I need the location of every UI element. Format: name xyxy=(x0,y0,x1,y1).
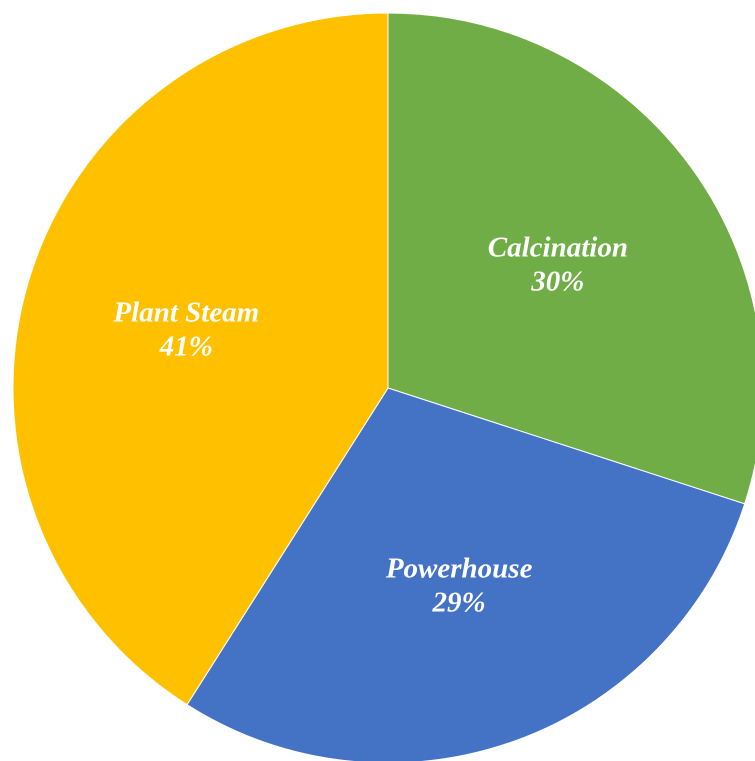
pie-slice-powerhouse xyxy=(186,387,746,761)
slice-value-plant-steam: 41% xyxy=(159,330,213,362)
slice-value-calcination: 30% xyxy=(530,266,584,298)
slice-value-powerhouse: 29% xyxy=(432,587,486,619)
slice-label-calcination: Calcination xyxy=(488,232,628,264)
slice-label-plant-steam: Plant Steam xyxy=(112,296,259,328)
slice-label-powerhouse: Powerhouse xyxy=(385,553,533,585)
pie-slice-plant-steam xyxy=(12,12,389,706)
pie-slice-calcination xyxy=(387,12,755,505)
pie-slices xyxy=(12,12,755,761)
